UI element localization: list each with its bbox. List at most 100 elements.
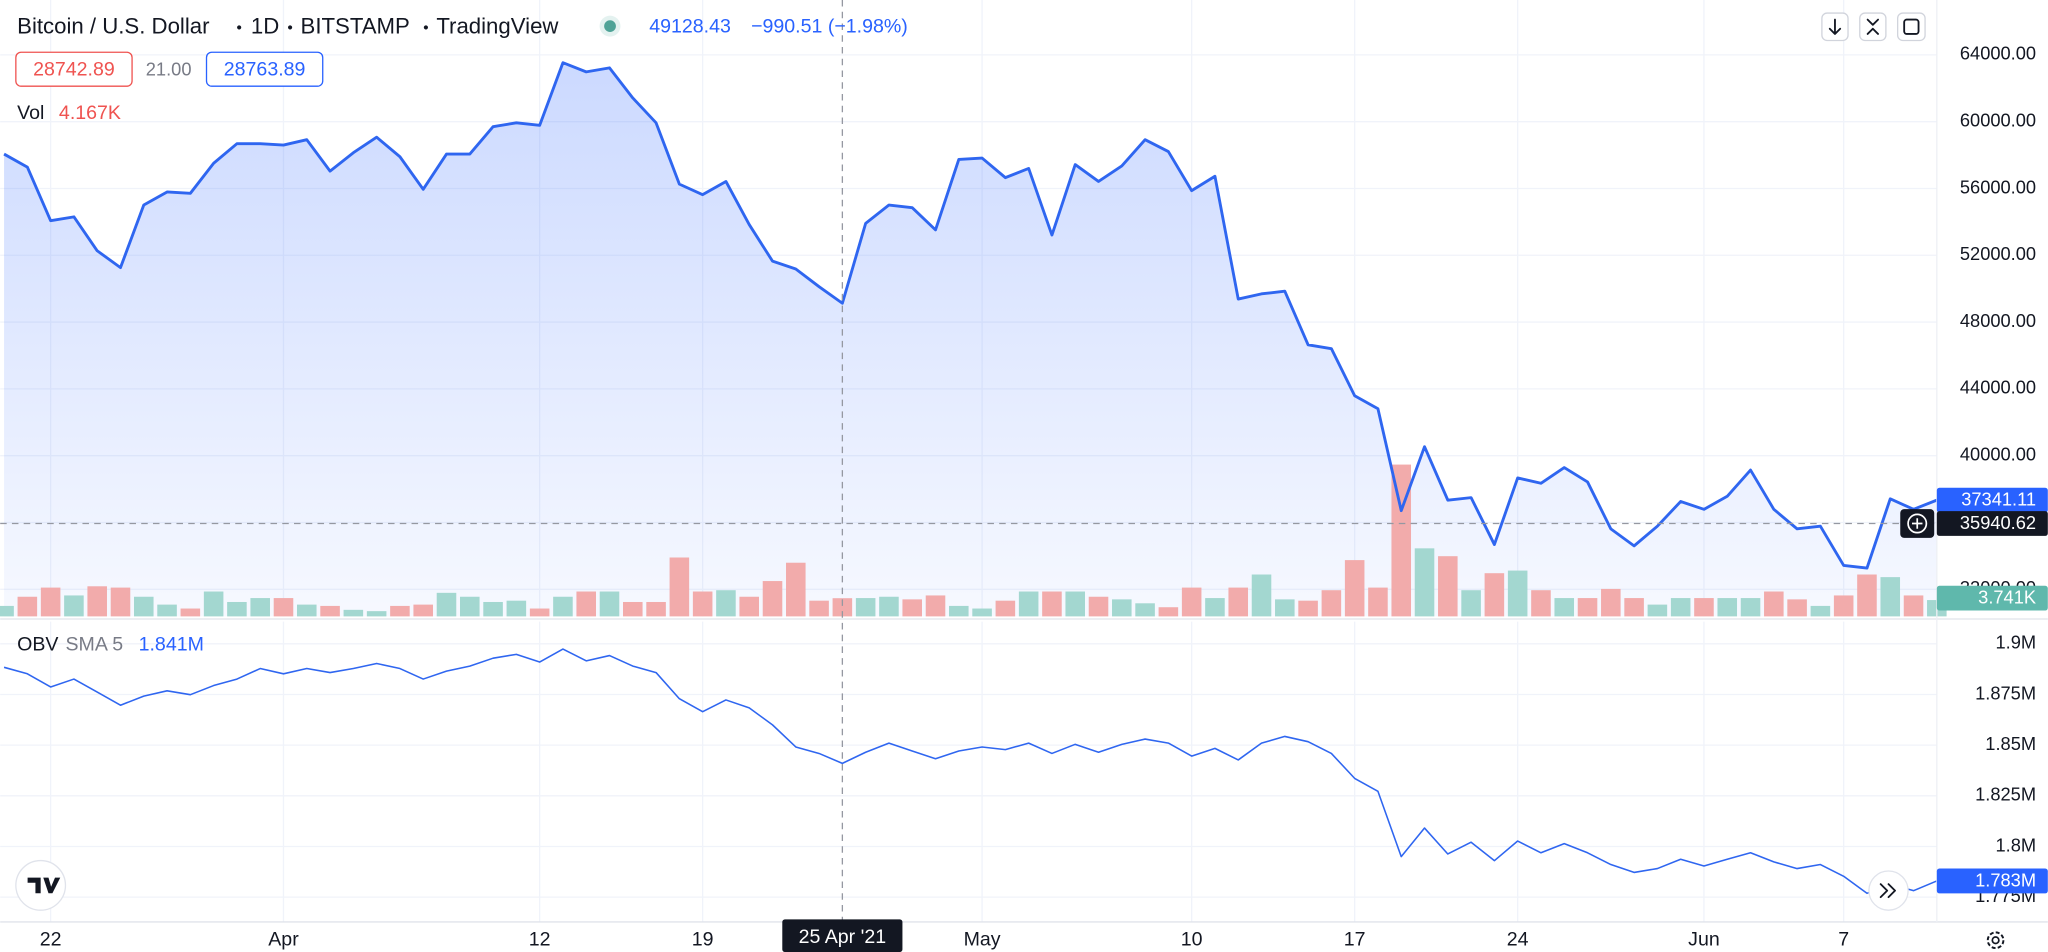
volume-bar: [1554, 598, 1575, 617]
volume-bar: [1717, 598, 1738, 617]
price-area: [4, 62, 1937, 617]
y-tick-label: 44000.00: [1960, 377, 2036, 398]
volume-bar: [1670, 598, 1691, 617]
collapse-icon: [1866, 18, 1879, 35]
volume-bar: [1391, 464, 1412, 617]
area-layer: [4, 62, 1937, 617]
volume-bar: [1275, 599, 1295, 617]
volume-bar: [483, 601, 503, 617]
volume-bar: [553, 596, 573, 617]
volume-bar: [227, 601, 247, 617]
line-layer: [3, 61, 1938, 570]
volume-bar: [1368, 587, 1388, 617]
volume-bar: [203, 591, 224, 617]
volume-bar: [716, 590, 736, 617]
volume-bar: [366, 611, 387, 617]
volume-bar: [320, 605, 340, 617]
logo-icon: [27, 877, 61, 894]
volume-bar: [1298, 600, 1318, 617]
y-tick-label: 48000.00: [1960, 310, 2036, 331]
last-obv-label-box: [1936, 868, 2048, 894]
y-tick-label: 1.825M: [1975, 784, 2036, 805]
volume-bar: [1577, 598, 1598, 617]
x-tick-label: 17: [1344, 928, 1366, 950]
volume-bar: [1764, 591, 1784, 617]
volume-bar: [879, 596, 899, 617]
volume-bar: [1880, 577, 1901, 617]
volume-bar: [1088, 596, 1109, 617]
exchange: BITSTAMP: [301, 13, 410, 38]
volume-bar: [87, 586, 107, 617]
volume-legend-value: 4.167K: [59, 102, 121, 124]
collapse-button[interactable]: [1859, 12, 1887, 42]
volume-layer: [0, 464, 1947, 617]
crosshair-price-label-box: [1936, 511, 2048, 536]
volume-bar: [273, 598, 294, 617]
volume-bar: [1251, 574, 1272, 617]
volume-bar: [1438, 556, 1458, 617]
x-tick-label: 7: [1838, 928, 1849, 950]
volume-bar: [1647, 604, 1668, 617]
interval: 1D: [251, 13, 279, 38]
crosshair-price-label: 35940.62: [1960, 512, 2036, 533]
volume-bar: [1158, 607, 1179, 617]
volume-bar: [1601, 588, 1621, 617]
separator-dot: [423, 25, 428, 30]
volume-bar: [343, 609, 364, 617]
obv-line: [3, 648, 1938, 895]
volume-bar: [1321, 590, 1342, 617]
volume-bar: [925, 595, 946, 617]
volume-bar: [1857, 574, 1877, 617]
volume-bar: [390, 605, 410, 617]
market-status[interactable]: [604, 20, 616, 32]
arrow-down-icon: [1828, 18, 1842, 35]
last-price-label-box: [1936, 487, 2048, 513]
volume-bar: [180, 608, 201, 617]
volume-bar: [1344, 560, 1365, 617]
volume-bar: [1787, 599, 1807, 617]
volume-bar: [832, 598, 853, 617]
volume-bar: [949, 605, 969, 617]
x-tick-label: Apr: [268, 928, 299, 950]
y-tick-label: 56000.00: [1960, 176, 2036, 197]
volume-bar: [250, 598, 270, 617]
volume-bar: [1112, 599, 1132, 617]
crosshair-price-value: 49128.43: [649, 16, 731, 38]
x-tick-label: Jun: [1688, 928, 1720, 950]
x-tick-label: 12: [529, 928, 551, 950]
maximize-button[interactable]: [1896, 12, 1926, 42]
scroll-to-realtime-button[interactable]: [1868, 870, 1909, 911]
last-obv-label: 1.783M: [1975, 869, 2036, 890]
volume-bar: [809, 600, 829, 617]
volume-bar: [64, 595, 84, 617]
x-tick-label: 19: [692, 928, 714, 950]
volume-bar: [1414, 548, 1435, 617]
volume-bar: [413, 604, 433, 617]
buy-button[interactable]: [205, 51, 324, 87]
last-volume-label: 3.741K: [1978, 587, 2036, 608]
volume-bar: [529, 608, 550, 617]
maximize-icon: [1903, 18, 1920, 35]
volume-bar: [1833, 595, 1854, 617]
volume-bar: [40, 587, 61, 617]
x-tick-label: 24: [1507, 928, 1529, 950]
volume-bar: [1740, 598, 1761, 617]
volume-bar: [1461, 590, 1481, 617]
x-tick-label: 10: [1181, 928, 1203, 950]
volume-legend-name: Vol: [17, 102, 44, 124]
volume-bar: [692, 591, 713, 617]
volume-bar: [739, 596, 759, 617]
y-tick-label: 40000.00: [1960, 444, 2036, 465]
sell-button[interactable]: [15, 51, 133, 87]
settings-button[interactable]: [1986, 931, 2005, 950]
volume-bar: [995, 600, 1016, 617]
obv-legend-param: SMA 5: [65, 633, 123, 655]
volume-bar: [1135, 603, 1155, 617]
volume-bar: [902, 599, 923, 617]
crosshair-date-box: [782, 919, 903, 952]
volume-bar: [133, 596, 154, 617]
source: TradingView: [436, 13, 559, 38]
volume-bar: [1228, 587, 1249, 617]
settings-icon: [1991, 936, 2000, 945]
